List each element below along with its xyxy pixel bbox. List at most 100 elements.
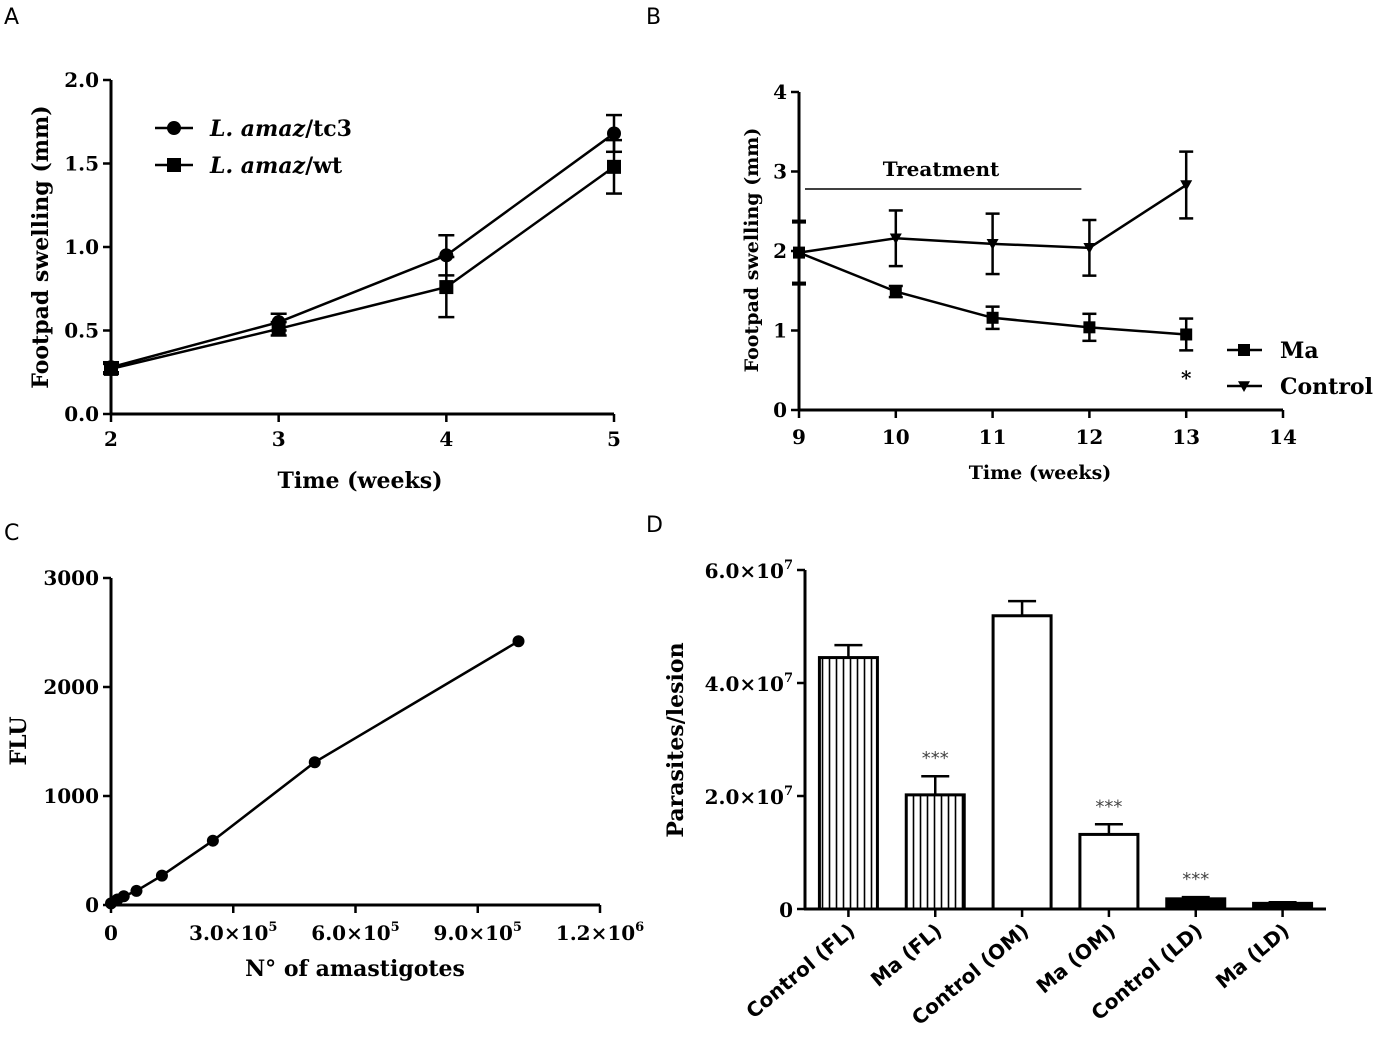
- data-point: [793, 247, 805, 259]
- data-point: [607, 159, 621, 174]
- y-tick-label: 2.0: [64, 68, 99, 92]
- y-axis-title: Footpad swelling (mm): [28, 105, 54, 388]
- series-line-flu: [110, 640, 520, 905]
- legend-label: Control: [1280, 374, 1373, 400]
- x-tick-label: 4: [439, 427, 453, 451]
- y-tick-label-mantissa: 4.0×10: [705, 672, 784, 696]
- legend-label-suffix: /wt: [305, 153, 343, 179]
- panel-a-chart: 0.0 0.5 1.0 1.5 2.0 2 3 4 5 Time (weeks) Footpad s…: [28, 68, 622, 494]
- x-axis-title: Time (weeks): [969, 462, 1112, 484]
- y-tick-label: 1.5: [64, 152, 99, 176]
- bar: [1165, 897, 1227, 911]
- x-tick-label: 0: [104, 921, 118, 945]
- data-point: [308, 756, 321, 769]
- x-tick-label: 6.0×105: [311, 920, 399, 945]
- panel-letter-c: C: [4, 521, 19, 546]
- x-tick-label: 12: [1075, 425, 1103, 449]
- bar: [904, 793, 966, 911]
- y-tick-label: 4.0×107: [705, 671, 793, 696]
- bar: [991, 614, 1053, 911]
- y-tick-label: 1000: [43, 784, 99, 808]
- data-point: [117, 890, 130, 903]
- legend-marker: [167, 158, 181, 172]
- y-tick-label-mantissa: 6.0×10: [705, 559, 784, 583]
- data-point: [439, 280, 454, 295]
- x-tick-label: 10: [882, 425, 910, 449]
- legend-label: L. amaz/tc3: [209, 116, 352, 142]
- x-tick-label-mantissa: 9.0×10: [434, 921, 513, 945]
- panel-letter-d: D: [646, 513, 663, 538]
- data-point: [889, 233, 902, 245]
- series-line-tc3: [110, 132, 615, 369]
- treatment-label: Treatment: [883, 157, 1000, 181]
- legend-label-italic: L. amaz: [209, 153, 306, 179]
- data-point: [512, 635, 525, 648]
- data-point: [130, 884, 143, 897]
- x-tick-label-exponent: 5: [268, 920, 277, 935]
- x-tick-label-exponent: 6: [635, 920, 644, 935]
- x-axis-title: N° of amastigotes: [245, 956, 465, 982]
- y-tick-label: 1: [773, 319, 787, 343]
- x-tick-label-mantissa: 6.0×10: [311, 921, 390, 945]
- data-point: [1180, 180, 1193, 192]
- y-tick-label: 1.0: [64, 235, 99, 259]
- bar: [1078, 832, 1140, 911]
- y-tick-label: 6.0×107: [705, 558, 793, 583]
- significance-stars: ***: [922, 748, 949, 769]
- significance-star: *: [1181, 366, 1192, 390]
- legend-label: Ma: [1280, 338, 1319, 364]
- data-point: [607, 126, 621, 141]
- legend-marker: [167, 121, 181, 135]
- panel-letter-a: A: [4, 5, 19, 30]
- y-tick-label-exponent: 7: [784, 784, 793, 799]
- panel-letter-b: B: [646, 5, 661, 30]
- x-tick-label-exponent: 5: [513, 920, 522, 935]
- y-tick-label: 0: [85, 893, 99, 917]
- x-tick-label: 13: [1172, 425, 1200, 449]
- y-tick-label: 0.0: [64, 402, 99, 426]
- y-tick-label: 0: [779, 898, 793, 922]
- data-point: [1180, 328, 1193, 341]
- data-point: [1083, 243, 1096, 254]
- x-tick-label: 3.0×105: [189, 920, 277, 945]
- x-tick-label: 1.2×106: [556, 920, 644, 945]
- data-point: [986, 239, 999, 250]
- legend-marker: [1238, 344, 1250, 356]
- y-tick-label: 0.5: [64, 319, 99, 343]
- y-tick-label: 0: [773, 398, 787, 422]
- x-tick-label: 9.0×105: [434, 920, 522, 945]
- x-tick-label: 3: [272, 427, 286, 451]
- data-point: [271, 321, 286, 336]
- data-point: [986, 311, 999, 324]
- data-point: [439, 248, 454, 263]
- y-tick-label-mantissa: 0: [779, 898, 793, 922]
- x-axis-title: Time (weeks): [277, 468, 442, 494]
- x-tick-label-mantissa: 3.0×10: [189, 921, 268, 945]
- category-label: Ma (LD): [1211, 918, 1294, 993]
- legend-marker: [1238, 381, 1250, 392]
- x-tick-label: 2: [104, 427, 118, 451]
- x-tick-label: 11: [979, 425, 1007, 449]
- category-label: Ma (FL): [866, 918, 947, 991]
- data-point: [104, 361, 118, 376]
- data-point: [206, 834, 219, 847]
- y-axis-title: FLU: [6, 716, 32, 765]
- x-tick-label-exponent: 5: [391, 920, 400, 935]
- y-tick-label: 2: [773, 239, 787, 263]
- y-tick-label: 2000: [43, 675, 99, 699]
- significance-stars: ***: [1095, 796, 1122, 817]
- legend-label-italic: L. amaz: [209, 116, 306, 142]
- data-point: [1083, 321, 1096, 334]
- y-tick-label-mantissa: 2.0×10: [705, 785, 784, 809]
- data-point: [889, 285, 902, 298]
- x-tick-label: 5: [607, 427, 621, 451]
- panel-d-chart: 02.0×1074.0×1076.0×107Parasites/lesionCo…: [663, 558, 1326, 1030]
- x-tick-label: 9: [792, 425, 806, 449]
- y-tick-label: 3000: [43, 566, 99, 590]
- x-tick-label-mantissa: 1.2×10: [556, 921, 635, 945]
- legend-label-suffix: /tc3: [305, 116, 352, 142]
- bar: [1252, 901, 1314, 911]
- y-tick-label: 4: [773, 80, 787, 104]
